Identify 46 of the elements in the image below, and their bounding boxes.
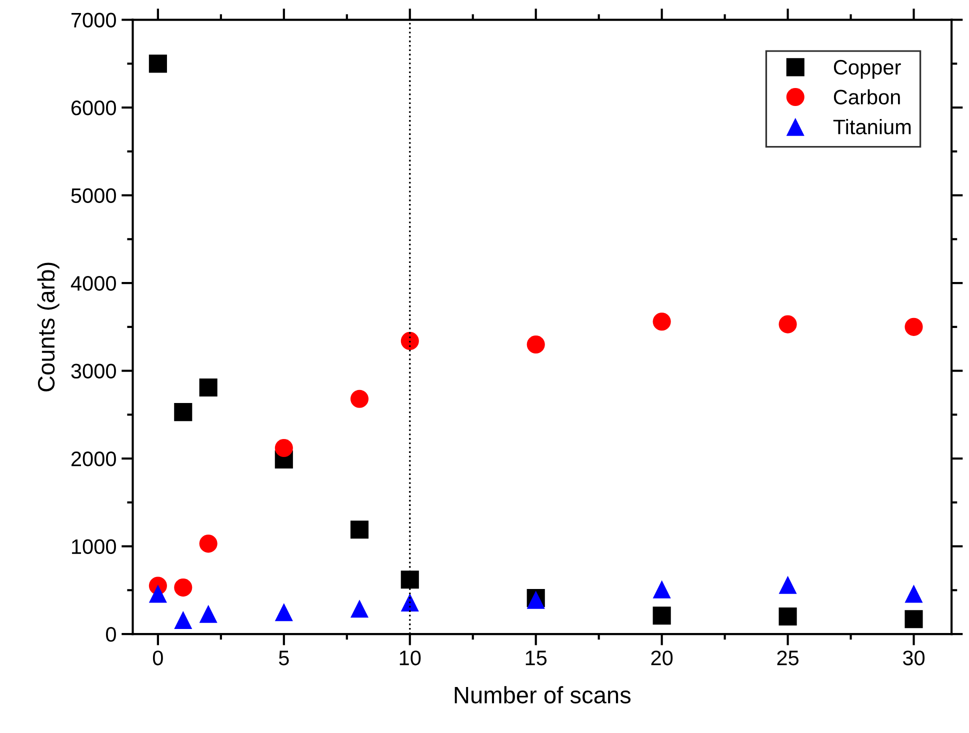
y-tick-label: 5000 [71,188,116,204]
point [350,520,369,539]
y-tick-label: 1000 [72,539,116,554]
point [778,576,797,594]
point [400,570,419,589]
y-tick-label: 2000 [71,452,116,466]
point [400,593,419,612]
point [778,315,797,334]
y-tick-label: 4000 [70,276,116,291]
point [778,607,797,626]
point [400,332,419,350]
legend-label: Titanium [833,119,911,134]
point [199,534,218,553]
point [652,606,671,625]
point [274,438,293,458]
point [174,403,192,422]
point [148,54,167,73]
y-tick-label: 3000 [71,364,116,379]
y-tick-label: 0 [106,627,116,642]
x-tick-label: 20 [651,650,673,666]
y-tick-label: 6000 [72,100,116,116]
legend-label: Copper [834,60,901,79]
y-tick-label: 7000 [72,12,116,28]
x-tick-label: 5 [278,650,289,666]
x-tick-label: 25 [777,650,799,666]
x-tick-label: 15 [526,650,547,666]
point [526,335,545,354]
x-tick-label: 0 [152,650,163,666]
point [148,584,167,603]
y-axis-title: Counts (arb) [37,262,60,392]
point [199,604,218,623]
legend-label: Carbon [834,89,900,105]
point [652,580,671,598]
point [652,312,671,331]
point [174,578,192,597]
point [350,390,369,408]
x-tick-label: 30 [902,650,925,666]
point [904,584,923,603]
x-axis-title: Number of scans [454,686,631,704]
point [904,610,923,628]
point [350,600,369,618]
point [199,378,218,396]
x-tick-label: 10 [400,650,421,666]
point [904,318,923,336]
point [274,603,293,622]
point [174,610,192,630]
